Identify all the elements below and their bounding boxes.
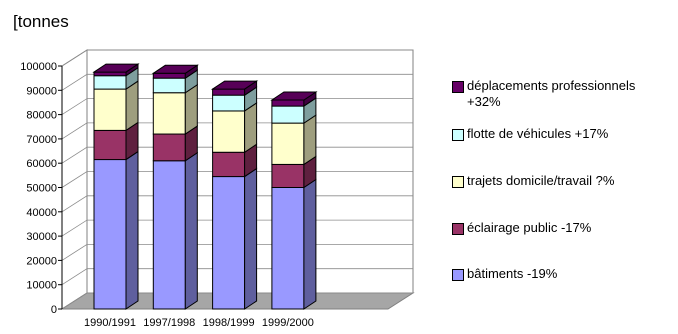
y-tick-label: 50000 <box>26 183 57 195</box>
legend-item: éclairage public -17% <box>452 220 591 236</box>
x-tick-label: 1990/1991 <box>84 317 136 329</box>
bar-segment <box>212 176 246 310</box>
bar-segment <box>212 151 246 178</box>
bar-segment <box>271 105 305 124</box>
legend-swatch <box>452 81 464 93</box>
bar-segment <box>93 88 127 131</box>
x-tick-label: 1997/1998 <box>143 317 195 329</box>
legend-item: bâtiments -19% <box>452 266 557 282</box>
legend-label: bâtiments -19% <box>467 266 558 281</box>
y-tick-label: 90000 <box>26 85 57 97</box>
bar-segment <box>212 110 246 153</box>
legend-label: éclairage public -17% <box>467 220 592 235</box>
gridline <box>61 49 413 67</box>
bar-stack <box>151 64 199 310</box>
legend-item: déplacements professionnels +32% <box>452 78 635 110</box>
x-tick-label: 1999/2000 <box>262 317 314 329</box>
bar-segment <box>271 163 305 188</box>
bar-stack <box>270 91 318 310</box>
bar-stack <box>210 80 259 310</box>
bar-segment-side <box>125 150 139 310</box>
y-tick-label: 30000 <box>26 231 57 243</box>
unit-label: [tonnes <box>13 12 69 31</box>
bar-segment <box>93 159 127 310</box>
bar-top <box>92 63 140 73</box>
legend-swatch <box>452 269 464 281</box>
bar-segment <box>93 129 127 161</box>
y-tick-label: 80000 <box>26 110 57 122</box>
bar-segment <box>93 71 127 77</box>
y-tick-label: 70000 <box>26 134 57 146</box>
legend-swatch <box>452 176 464 188</box>
y-tick-label: 0 <box>51 304 57 316</box>
bar-segment <box>271 99 305 107</box>
bar-segment <box>152 92 186 135</box>
bar-segment <box>212 94 246 112</box>
bar-segment-side <box>184 151 198 310</box>
bar-top <box>270 91 318 101</box>
legend-label: trajets domicile/travail ?% <box>467 173 615 188</box>
x-tick-label: 1998/1999 <box>203 317 255 329</box>
bar-segment <box>152 77 186 94</box>
bar-segment-side <box>303 178 317 310</box>
legend-item: flotte de véhicules +17% <box>452 126 608 142</box>
legend-item: trajets domicile/travail ?% <box>452 173 614 189</box>
bar-top <box>151 64 199 74</box>
bar-segment <box>271 187 305 310</box>
legend-swatch <box>452 129 464 141</box>
y-tick-label: 20000 <box>26 255 57 267</box>
bar-segment <box>152 160 186 310</box>
bar-segment <box>271 122 305 165</box>
bar-segment <box>152 133 186 162</box>
gridline <box>61 73 413 91</box>
bar-segment <box>212 88 246 96</box>
legend-label: déplacements professionnels +32% <box>467 78 636 109</box>
bars <box>92 63 318 310</box>
y-axis: 0 10000 20000 30000 40000 50000 60000 70000 8000… <box>20 61 63 316</box>
legend-swatch <box>452 223 464 235</box>
y-tick-label: 10000 <box>26 280 57 292</box>
bar-segment <box>152 72 186 79</box>
y-tick-label: 60000 <box>26 158 57 170</box>
bar-stack <box>92 63 140 310</box>
bar-segment-side <box>244 167 258 310</box>
bar-segment <box>93 75 127 90</box>
y-tick-label: 100000 <box>20 61 57 73</box>
y-tick-label: 40000 <box>26 207 57 219</box>
legend-label: flotte de véhicules +17% <box>467 126 609 141</box>
bar-top <box>210 80 259 90</box>
x-axis: 1990/1991 1997/1998 1998/1999 1999/2000 <box>84 317 314 329</box>
